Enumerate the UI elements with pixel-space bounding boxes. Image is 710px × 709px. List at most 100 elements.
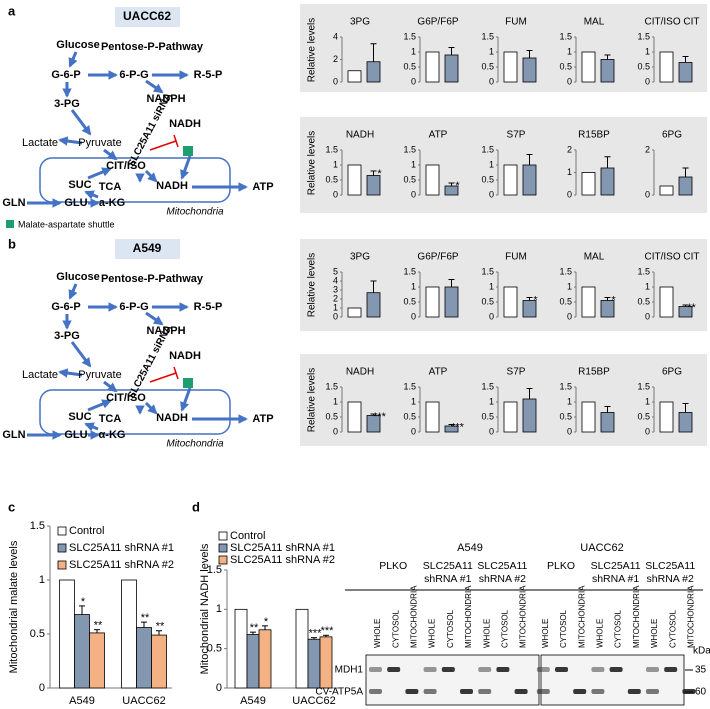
bar xyxy=(503,51,518,83)
y-tick-label: 0.5 xyxy=(403,174,416,184)
legend-label: SLC25A11 shRNA #2 xyxy=(69,559,174,571)
y-tick-label: 4 xyxy=(333,275,338,285)
band xyxy=(514,689,528,694)
arrow xyxy=(84,190,99,200)
y-tick-label: 1 xyxy=(567,46,572,56)
y-tick-label: 1.5 xyxy=(325,381,338,391)
bar xyxy=(444,54,459,83)
diagram-node: G-6-P xyxy=(51,301,80,313)
diagram-node: 6-P-G xyxy=(119,69,148,81)
y-tick-label: 0.5 xyxy=(481,411,494,421)
bar xyxy=(366,61,381,83)
legend-swatch xyxy=(218,531,228,541)
diagram-node: Pyruvate xyxy=(78,369,121,381)
y-tick-label: 1.5 xyxy=(207,564,222,576)
bar xyxy=(522,164,537,196)
significance: *** xyxy=(309,628,323,640)
significance: * xyxy=(81,596,86,608)
y-tick-label: 1.5 xyxy=(403,381,416,391)
y-tick-label: 3 xyxy=(333,284,338,294)
y-axis-title: Relative levels xyxy=(307,18,318,82)
pathway-diagram: UACC62 Glucose Pentose-P-Pathway G-6-P 6-P-G… xyxy=(2,7,274,229)
diagram-node: 3-PG xyxy=(54,330,80,342)
lane-label: MITOCHONDRIA xyxy=(577,585,586,648)
mini-title: CIT/ISO CIT xyxy=(645,17,700,28)
band xyxy=(387,667,401,672)
y-tick-label: 0 xyxy=(567,189,572,199)
bar xyxy=(347,307,362,318)
mini-title: FUM xyxy=(505,17,527,28)
panel-label: b xyxy=(8,236,16,251)
y-tick-label: 1 xyxy=(333,159,338,169)
diagram-node: Pyruvate xyxy=(78,137,121,149)
group-label: SLC25A11 xyxy=(477,560,527,572)
bar xyxy=(425,286,440,318)
legend-swatch xyxy=(218,555,228,565)
mini-title: G6P/F6P xyxy=(417,252,458,263)
y-axis-title: Relative levels xyxy=(307,253,318,317)
bar xyxy=(659,286,674,318)
pathway-diagram: A549 Glucose Pentose-P-Pathway G-6-P 6-P-G R-… xyxy=(2,239,274,450)
y-axis-title: Relative levels xyxy=(307,131,318,195)
y-tick-label: 1.5 xyxy=(481,381,494,391)
lane-label: WHOLE xyxy=(428,619,437,648)
bar xyxy=(600,412,615,433)
diagram-node: a-KG xyxy=(99,197,125,209)
blot-frame xyxy=(365,654,540,706)
panel-label: d xyxy=(192,499,200,514)
y-tick-label: 0.5 xyxy=(637,61,650,71)
bar xyxy=(600,167,615,196)
legend-swatch xyxy=(57,543,67,553)
significance: *** xyxy=(451,421,465,433)
row-label: MDH1 xyxy=(335,665,364,676)
diagram-node: Pentose-P-Pathway xyxy=(101,273,204,285)
band xyxy=(536,667,550,672)
mini-title: R15BP xyxy=(578,367,610,378)
y-tick-label: 1 xyxy=(411,281,416,291)
legend-label: Malate-aspartate shuttle xyxy=(18,219,115,229)
y-tick-label: 0 xyxy=(333,189,338,199)
band xyxy=(496,667,510,672)
y-tick-label: 0 xyxy=(567,311,572,321)
shuttle-marker xyxy=(183,146,193,156)
bar xyxy=(581,51,596,83)
bar xyxy=(295,608,309,689)
mini-title: 3PG xyxy=(350,17,370,28)
arrow xyxy=(58,368,83,378)
band xyxy=(460,689,473,694)
lane-label: MITOCHONDRIA xyxy=(632,585,641,648)
y-tick-label: 1 xyxy=(411,46,416,56)
lane-label: CYTOSOL xyxy=(668,609,677,648)
group-label: SLC25A11 xyxy=(423,560,473,572)
y-tick-label: 0.5 xyxy=(325,411,338,421)
y-tick-label: 0 xyxy=(567,426,572,436)
significance: * xyxy=(455,180,460,192)
y-tick-label: 0 xyxy=(645,426,650,436)
significance: * xyxy=(611,294,616,306)
legend-label: SLC25A11 shRNA #1 xyxy=(230,542,335,554)
diagram-node: NADH xyxy=(169,118,201,130)
arrow xyxy=(58,136,83,146)
mini-title: S7P xyxy=(507,367,526,378)
diagram-node: GLN xyxy=(2,429,25,441)
diagram-node: G-6-P xyxy=(51,69,80,81)
y-tick-label: 0 xyxy=(645,76,650,86)
arrow xyxy=(144,169,158,183)
band xyxy=(478,689,492,694)
diagram-node: CIT/ISO xyxy=(106,160,146,172)
diagram-node: GLU xyxy=(64,197,87,209)
mini-title: FUM xyxy=(505,252,527,263)
band xyxy=(405,689,419,694)
x-tick-label: UACC62 xyxy=(292,695,335,707)
significance: *** xyxy=(373,411,387,423)
diagram-node: R-5-P xyxy=(194,301,223,313)
y-tick-label: 1 xyxy=(333,302,338,312)
cell-line: UACC62 xyxy=(580,542,623,554)
y-axis-title: Mitochondrial NADH levels xyxy=(199,543,211,674)
y-tick-label: 1.5 xyxy=(481,31,494,41)
bar xyxy=(581,172,596,196)
bar xyxy=(659,401,674,433)
mitochondria-outline xyxy=(39,157,231,203)
bar xyxy=(151,634,167,689)
diagram-node: TCA xyxy=(99,181,122,193)
